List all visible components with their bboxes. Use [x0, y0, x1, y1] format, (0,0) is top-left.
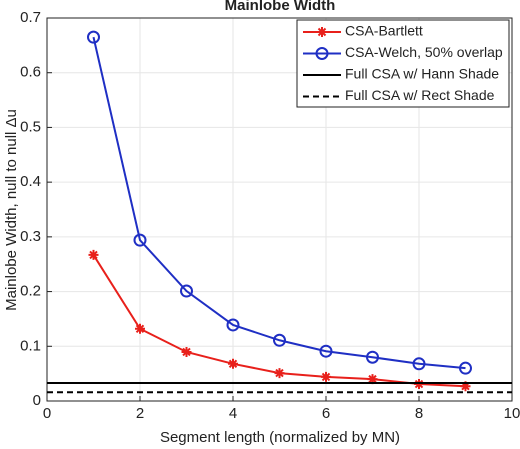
- series-line: [92, 254, 466, 388]
- marker: [321, 371, 331, 382]
- x-axis-label: Segment length (normalized by MN): [160, 429, 400, 446]
- marker: [226, 318, 240, 332]
- marker: [459, 361, 472, 375]
- y-tick-label: 0.1: [20, 337, 41, 354]
- legend-label: CSA-Welch, 50% overlap: [345, 44, 503, 60]
- y-tick-label: 0.7: [20, 9, 41, 26]
- marker: [181, 346, 192, 357]
- marker: [412, 357, 426, 371]
- legend-box: [296, 19, 510, 108]
- legend-label: CSA-Bartlett: [345, 23, 423, 39]
- marker: [366, 350, 379, 364]
- x-tick-label: 8: [415, 405, 423, 422]
- y-tick-label: 0.5: [20, 118, 41, 135]
- marker: [87, 30, 100, 44]
- y-tick-label: 0.6: [20, 64, 41, 81]
- x-tick-label: 0: [43, 405, 51, 422]
- x-tick-label: 10: [504, 405, 520, 422]
- marker: [180, 284, 193, 298]
- marker: [133, 233, 147, 247]
- y-tick-label: 0.3: [20, 228, 41, 245]
- marker: [460, 381, 471, 392]
- marker: [274, 368, 285, 379]
- marker: [273, 333, 286, 347]
- marker: [414, 379, 424, 390]
- marker: [88, 249, 99, 260]
- y-axis-label: Mainlobe Width, null to null Δu: [3, 109, 20, 311]
- marker: [135, 323, 145, 334]
- y-tick-label: 0.4: [20, 173, 41, 190]
- chart-title: Mainlobe Width: [225, 0, 336, 14]
- x-tick-label: 2: [136, 405, 144, 422]
- marker: [367, 374, 378, 385]
- marker: [317, 27, 327, 37]
- x-tick-label: 6: [322, 405, 330, 422]
- plot-frame: [46, 17, 513, 402]
- marker: [315, 47, 329, 60]
- legend-label: Full CSA w/ Rect Shade: [345, 87, 495, 103]
- y-tick-label: 0: [33, 392, 41, 409]
- marker: [319, 344, 333, 358]
- x-tick-label: 4: [229, 405, 237, 422]
- legend-label: Full CSA w/ Hann Shade: [345, 66, 499, 82]
- marker: [228, 358, 238, 369]
- series-line: [92, 36, 466, 370]
- y-tick-label: 0.2: [20, 283, 41, 300]
